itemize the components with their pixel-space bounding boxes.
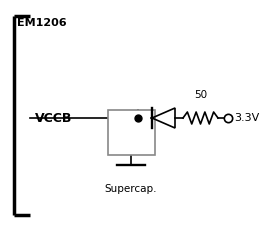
Text: 50: 50 (194, 90, 207, 100)
Text: Supercap.: Supercap. (105, 184, 157, 194)
Text: VCCB: VCCB (35, 112, 72, 125)
Bar (108, 110, 155, 155)
Text: EM1206: EM1206 (17, 18, 67, 28)
Text: 3.3V: 3.3V (234, 113, 259, 123)
